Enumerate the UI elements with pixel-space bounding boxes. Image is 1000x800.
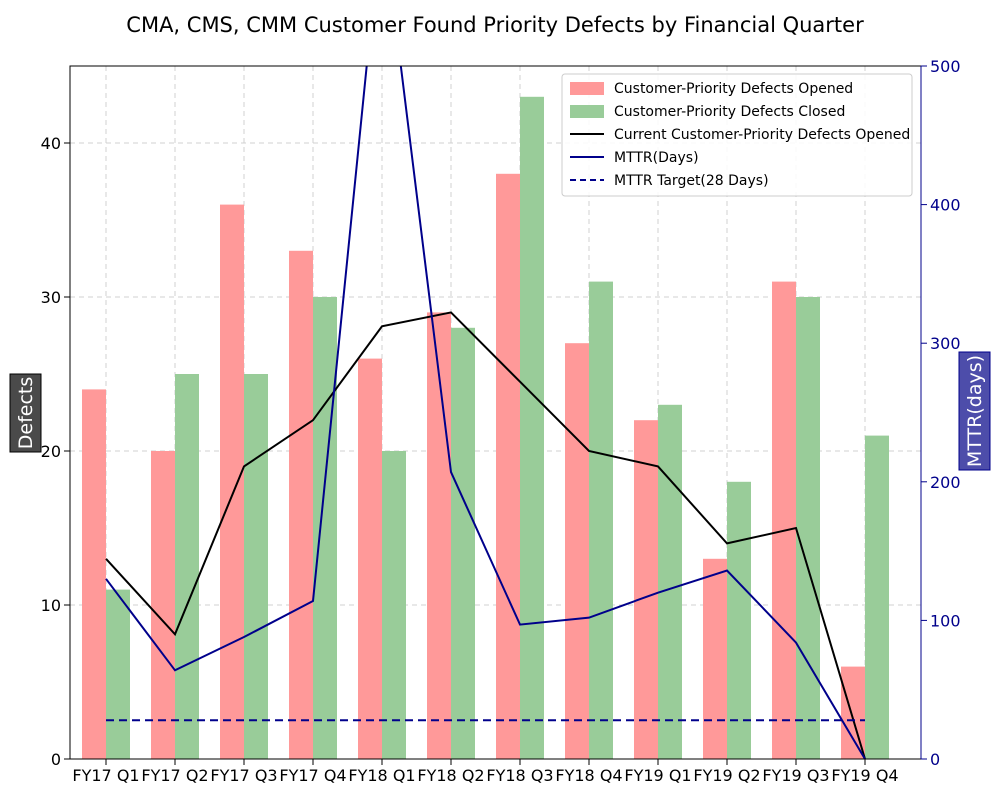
y-tick-label: 0 bbox=[51, 750, 61, 769]
bar-opened bbox=[703, 558, 727, 759]
bar-closed bbox=[313, 297, 337, 759]
y2-tick-label: 400 bbox=[930, 196, 961, 215]
series-line bbox=[105, 66, 866, 759]
legend-box bbox=[561, 73, 913, 197]
bar-opened bbox=[151, 451, 175, 759]
bar-opened bbox=[358, 358, 382, 759]
series-line bbox=[105, 311, 866, 759]
bar-closed bbox=[244, 374, 268, 759]
bar-opened bbox=[427, 312, 451, 759]
y2-tick-label: 100 bbox=[930, 611, 961, 630]
bar-opened bbox=[565, 343, 589, 759]
legend: Customer-Priority Defects Opened Customer… bbox=[561, 73, 913, 197]
bar-closed bbox=[589, 281, 613, 759]
y2-tick-label: 0 bbox=[930, 750, 940, 769]
legend-swatch bbox=[570, 82, 604, 95]
bars bbox=[82, 96, 889, 760]
bar-opened bbox=[220, 204, 244, 760]
y-tick-label: 20 bbox=[41, 442, 61, 461]
legend-label: MTTR Target(28 Days) bbox=[614, 173, 769, 189]
bar-closed bbox=[796, 297, 820, 759]
x-tick-label: FY17 Q2 bbox=[141, 766, 208, 785]
y2-tick-label: 300 bbox=[930, 334, 961, 353]
bar-opened bbox=[496, 173, 520, 760]
x-tick-label: FY17 Q1 bbox=[72, 766, 139, 785]
bar-closed bbox=[382, 451, 406, 759]
x-tick-label: FY18 Q2 bbox=[417, 766, 484, 785]
y-axis-label-left-text: Defects bbox=[15, 377, 37, 450]
x-tick-label: FY19 Q2 bbox=[693, 766, 760, 785]
y-axis-label-right: MTTR(days) bbox=[958, 351, 991, 471]
bar-opened bbox=[772, 281, 796, 759]
bar-opened bbox=[82, 389, 106, 759]
lines bbox=[105, 66, 866, 759]
y-axis-label-right-text: MTTR(days) bbox=[964, 355, 986, 467]
x-tick-label: FY18 Q1 bbox=[348, 766, 415, 785]
x-tick-label: FY19 Q1 bbox=[624, 766, 691, 785]
legend-label: Current Customer-Priority Defects Opened bbox=[614, 127, 910, 143]
x-tick-label: FY17 Q4 bbox=[279, 766, 346, 785]
bar-closed bbox=[520, 96, 544, 760]
chart-title: CMA, CMS, CMM Customer Found Priority De… bbox=[126, 13, 864, 37]
bar-opened bbox=[289, 250, 313, 760]
y2-tick-label: 500 bbox=[930, 57, 961, 76]
bar-closed bbox=[451, 327, 475, 759]
legend-label: MTTR(Days) bbox=[614, 150, 699, 166]
x-tick-label: FY19 Q3 bbox=[762, 766, 829, 785]
x-tick-label: FY18 Q4 bbox=[555, 766, 622, 785]
bar-closed bbox=[865, 435, 889, 759]
y-axis-label-left: Defects bbox=[9, 373, 42, 453]
bar-closed bbox=[658, 404, 682, 759]
x-tick-label: FY17 Q3 bbox=[210, 766, 277, 785]
y-tick-label: 30 bbox=[41, 288, 61, 307]
legend-label: Customer-Priority Defects Opened bbox=[614, 81, 853, 97]
y2-tick-label: 200 bbox=[930, 473, 961, 492]
x-tick-label: FY18 Q3 bbox=[486, 766, 553, 785]
bar-closed bbox=[727, 481, 751, 759]
legend-swatch bbox=[570, 105, 604, 118]
legend-label: Customer-Priority Defects Closed bbox=[614, 104, 845, 120]
y-tick-label: 40 bbox=[41, 134, 61, 153]
x-tick-label: FY19 Q4 bbox=[831, 766, 898, 785]
bar-closed bbox=[106, 589, 130, 759]
y-tick-label: 10 bbox=[41, 596, 61, 615]
bar-opened bbox=[634, 420, 658, 759]
bar-closed bbox=[175, 374, 199, 759]
